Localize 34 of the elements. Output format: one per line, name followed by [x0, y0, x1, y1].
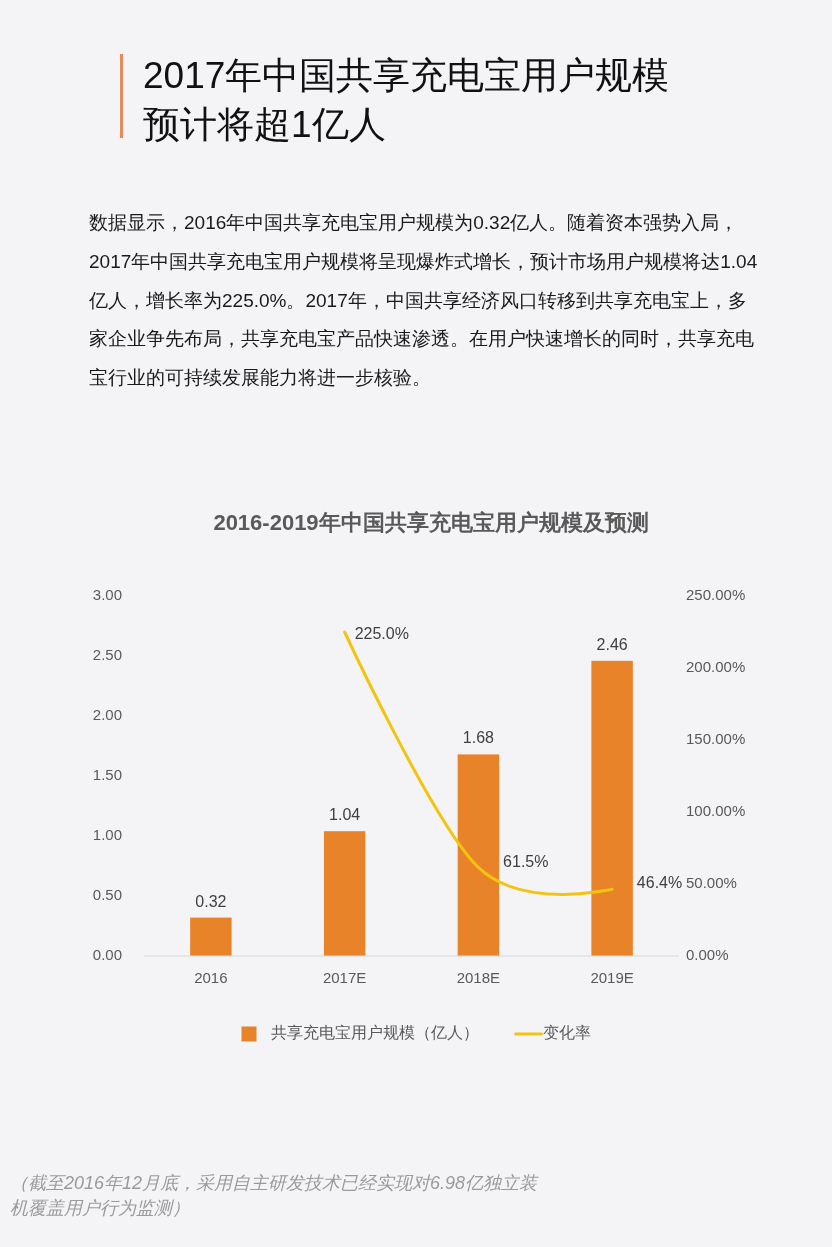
y-tick-label: 2.50	[92, 645, 122, 663]
text: 2017年中国共享充电宝用户规模预计将超1亿人	[143, 55, 670, 145]
data-label: 46.4%	[636, 874, 683, 892]
data-label: 61.5%	[503, 852, 549, 870]
x-tick-label: 2016	[194, 968, 228, 986]
y-tick-label: 0.00	[92, 945, 122, 963]
legend-label: 变化率	[542, 1024, 591, 1042]
y2-tick-label: 200.00%	[686, 657, 746, 675]
data-label: 0.32	[195, 892, 227, 910]
data-label: 2.46	[596, 635, 628, 653]
x-tick-label: 2018E	[456, 968, 501, 986]
text: （截至2016年12月底，采用自主研发技术已经实现对6.98亿独立装机覆盖用户行为监测）	[10, 1173, 540, 1218]
y2-tick-label: 100.00%	[686, 801, 746, 819]
y-tick-label: 2.00	[92, 705, 122, 723]
data-label: 1.04	[329, 806, 361, 824]
y2-tick-label: 0.00%	[686, 945, 729, 963]
y2-tick-label: 150.00%	[686, 729, 746, 747]
data-label: 225.0%	[354, 625, 409, 643]
bar	[190, 917, 232, 956]
chart-title: 2016-2019年中国共享充电宝用户规模及预测	[213, 510, 649, 535]
y2-tick-label: 50.00%	[686, 873, 737, 891]
y2-tick-label: 250.00%	[686, 585, 746, 603]
legend-label: 共享充电宝用户规模（亿人）	[270, 1024, 479, 1042]
y-tick-label: 3.00	[92, 585, 122, 603]
bar	[591, 660, 633, 956]
bar	[323, 831, 366, 956]
y-tick-label: 1.50	[92, 765, 122, 783]
y-tick-label: 0.50	[92, 885, 122, 903]
x-tick-label: 2019E	[590, 968, 634, 986]
data-label: 1.68	[462, 729, 495, 747]
bar	[457, 754, 500, 956]
text: 数据显示，2016年中国共享充电宝用户规模为0.32亿人。随着资本强势入局，2017年中国共享充电宝用户规模将呈现爆炸式增长，预计市场用户规模将达1.04亿人，增长率为225.0%。2017年，中国共享经济风口转移到共享充电宝上，多家企业争先布局，共享充电宝产品快速渗透。在用户快速增长的同时，共享充电宝行业的可持续发展能力将进一步核验。	[88, 212, 758, 389]
x-tick-label: 2017E	[322, 968, 367, 986]
y-tick-label: 1.00	[92, 825, 122, 843]
